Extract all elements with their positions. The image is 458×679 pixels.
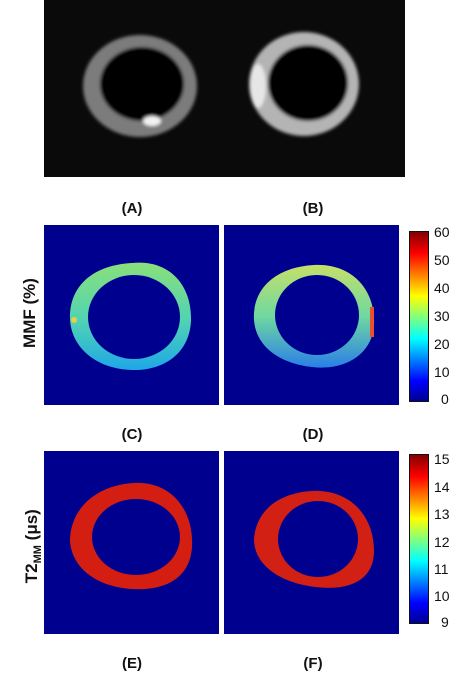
mmf-tick-30: 30 [434, 308, 450, 324]
t2-map-f [224, 451, 399, 634]
panel-label-d: (D) [302, 426, 324, 443]
mmf-map-d [224, 225, 399, 405]
t2-map-e [44, 451, 219, 634]
t2-tick-14: 14 [434, 479, 450, 495]
mmf-tick-0: 0 [441, 391, 449, 407]
t2-tick-9: 9 [441, 614, 449, 630]
mmf-map-c [44, 225, 219, 405]
panel-label-b: (B) [302, 200, 324, 217]
t2-tick-12: 12 [434, 534, 450, 550]
mmf-tick-50: 50 [434, 252, 450, 268]
t2-tick-10: 10 [434, 588, 450, 604]
mri-image [44, 0, 405, 177]
mmf-tick-10: 10 [434, 364, 450, 380]
mmf-tick-40: 40 [434, 280, 450, 296]
mmf-axis-label: MMF (%) [20, 278, 39, 348]
panel-label-e: (E) [122, 655, 142, 672]
t2-tick-11: 11 [434, 561, 449, 577]
t2-label-unit: (μs) [21, 509, 41, 546]
mmf-colorbar [409, 231, 429, 402]
t2-tick-13: 13 [434, 506, 450, 522]
t2-colorbar [409, 454, 429, 624]
t2-label-main: T2 [21, 563, 41, 584]
mmf-tick-60: 60 [434, 224, 450, 240]
panel-label-a: (A) [121, 200, 143, 217]
panel-label-c: (C) [121, 426, 143, 443]
panel-label-f: (F) [303, 655, 323, 672]
t2-tick-15: 15 [434, 451, 450, 467]
mmf-tick-20: 20 [434, 336, 450, 352]
t2-label-sub: MM [32, 545, 45, 564]
t2-axis-label: T2MM (μs) [22, 501, 44, 591]
